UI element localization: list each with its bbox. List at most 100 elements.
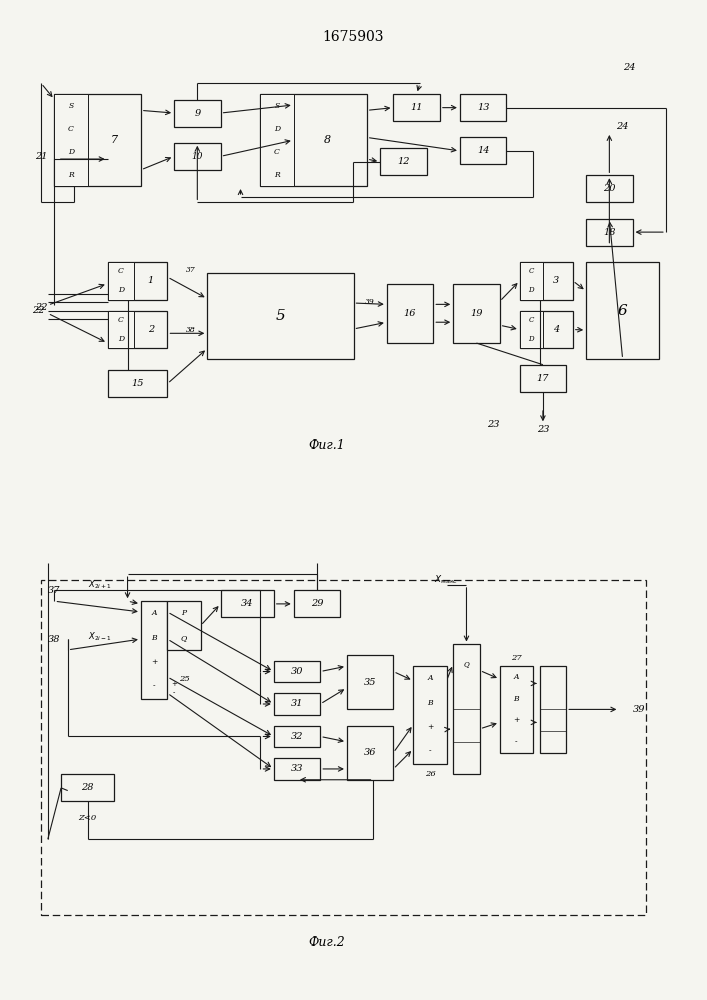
Text: 1675903: 1675903 <box>323 30 384 44</box>
Text: 24: 24 <box>617 122 629 131</box>
Bar <box>460 137 506 164</box>
Bar <box>586 175 633 202</box>
Text: 3: 3 <box>553 276 559 285</box>
Text: C: C <box>118 316 124 324</box>
Text: +: + <box>151 658 158 666</box>
Text: 33: 33 <box>291 764 303 773</box>
Bar <box>221 590 274 617</box>
Text: 4: 4 <box>553 325 559 334</box>
Text: 22: 22 <box>32 306 44 315</box>
Text: D: D <box>528 335 534 343</box>
Text: $X_{2i-1}$: $X_{2i-1}$ <box>88 630 112 643</box>
Bar <box>387 284 433 343</box>
Text: 22: 22 <box>35 303 47 312</box>
Text: A: A <box>151 609 157 617</box>
Text: 27: 27 <box>511 654 522 662</box>
Text: S: S <box>274 102 280 110</box>
Bar <box>107 311 168 348</box>
Text: -: - <box>515 738 518 746</box>
Text: -: - <box>173 690 175 698</box>
Text: R: R <box>68 171 74 179</box>
Text: 26: 26 <box>424 770 436 778</box>
Text: 5: 5 <box>276 309 285 323</box>
Text: A: A <box>427 674 433 682</box>
Bar <box>520 262 573 300</box>
Text: 37: 37 <box>186 266 196 274</box>
Text: D: D <box>118 335 124 343</box>
Text: +: + <box>513 716 520 724</box>
Text: 32: 32 <box>291 732 303 741</box>
Text: Q: Q <box>464 660 469 668</box>
Text: Q: Q <box>181 634 187 642</box>
Text: A: A <box>513 673 519 681</box>
Bar <box>460 94 506 121</box>
Text: 23: 23 <box>537 425 549 434</box>
Text: 30: 30 <box>291 667 303 676</box>
Bar <box>54 94 141 186</box>
Bar <box>520 311 573 348</box>
Bar <box>107 370 168 397</box>
Text: 25: 25 <box>179 675 189 683</box>
Text: 28: 28 <box>81 783 94 792</box>
Text: D: D <box>274 125 280 133</box>
Text: C: C <box>118 267 124 275</box>
Text: 18: 18 <box>603 228 616 237</box>
Bar <box>453 644 480 774</box>
Bar <box>414 666 447 764</box>
Text: +: + <box>427 723 433 731</box>
Text: 10: 10 <box>192 152 203 161</box>
Text: C: C <box>68 125 74 133</box>
Bar <box>174 100 221 127</box>
Bar <box>520 365 566 392</box>
Text: 2: 2 <box>148 325 154 334</box>
Bar <box>168 601 201 650</box>
Text: Фиг.1: Фиг.1 <box>308 439 345 452</box>
Bar <box>260 94 293 186</box>
Text: 38: 38 <box>186 326 196 334</box>
Text: 20: 20 <box>603 184 616 193</box>
Text: 11: 11 <box>410 103 423 112</box>
Bar <box>520 262 543 300</box>
Bar <box>107 262 168 300</box>
Text: 35: 35 <box>364 678 376 687</box>
Text: 1: 1 <box>148 276 154 285</box>
Text: B: B <box>427 699 433 707</box>
Bar <box>107 311 134 348</box>
Text: D: D <box>528 286 534 294</box>
Bar <box>380 148 426 175</box>
Text: 6: 6 <box>618 304 628 318</box>
Bar <box>207 273 354 359</box>
Bar <box>586 262 659 359</box>
Text: B: B <box>513 695 519 703</box>
Text: 34: 34 <box>241 599 253 608</box>
Text: 37: 37 <box>48 586 61 595</box>
Text: 24: 24 <box>623 63 636 72</box>
Bar <box>141 601 168 699</box>
Text: 21: 21 <box>35 152 47 161</box>
Text: P: P <box>182 609 187 617</box>
Text: 14: 14 <box>477 146 489 155</box>
Text: C: C <box>529 267 534 275</box>
Bar <box>274 758 320 780</box>
Bar <box>453 284 500 343</box>
Text: 36: 36 <box>364 748 376 757</box>
Text: $X_{\mathsf{макс}}$: $X_{\mathsf{макс}}$ <box>435 573 459 586</box>
Text: 38: 38 <box>48 635 61 644</box>
Bar <box>107 262 134 300</box>
Bar <box>41 580 646 915</box>
Text: 17: 17 <box>537 374 549 383</box>
Text: +: + <box>171 680 177 688</box>
Bar <box>293 590 340 617</box>
Text: 39: 39 <box>366 298 375 306</box>
Text: 39: 39 <box>633 705 645 714</box>
Bar <box>274 726 320 747</box>
Text: C: C <box>529 316 534 324</box>
Text: 7: 7 <box>111 135 118 145</box>
Bar <box>61 774 115 801</box>
Text: 13: 13 <box>477 103 489 112</box>
Bar <box>260 94 367 186</box>
Text: C: C <box>274 148 280 156</box>
Bar <box>393 94 440 121</box>
Text: -: - <box>153 682 156 690</box>
Bar <box>347 655 393 709</box>
